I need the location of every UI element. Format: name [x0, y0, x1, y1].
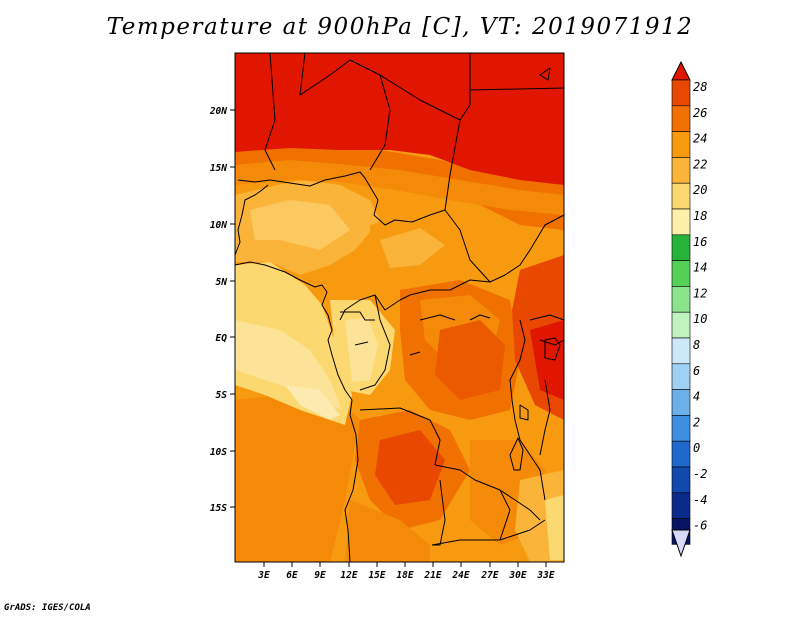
- colorbar-segment: [671, 389, 691, 416]
- lon-tick-label: 18E: [396, 570, 413, 581]
- colorbar-segment: [671, 286, 691, 313]
- lon-tick-label: 24E: [451, 570, 469, 581]
- lon-tick-label: 15E: [368, 570, 385, 581]
- colorbar-segment: [671, 363, 691, 390]
- colorbar-level-label: 24: [693, 132, 707, 146]
- colorbar-underflow-arrow: [671, 529, 691, 558]
- colorbar-level-label: 12: [693, 286, 707, 300]
- colorbar-level-label: 22: [693, 157, 707, 171]
- colorbar-level-label: 8: [693, 338, 700, 352]
- lon-tick-label: 12E: [340, 570, 357, 581]
- lat-tick-label: 15N: [210, 163, 227, 174]
- colorbar-level-label: 10: [693, 312, 707, 326]
- colorbar-segment: [671, 415, 691, 442]
- lat-tick-label: 5N: [216, 277, 228, 288]
- colorbar-segment: [671, 79, 691, 107]
- lon-tick-label: 9E: [314, 570, 326, 581]
- colorbar-segment: [671, 337, 691, 365]
- colorbar-level-label: 14: [693, 261, 707, 275]
- colorbar-segment: [671, 311, 691, 339]
- longitude-axis: 3E 6E 9E 12E 15E 18E 21E 24E 27E 30E 33E: [257, 562, 555, 581]
- colorbar-level-label: 0: [693, 441, 700, 455]
- colorbar-segment: [671, 131, 691, 158]
- colorbar-level-label: 28: [693, 80, 707, 94]
- colorbar-level-label: 18: [693, 209, 707, 223]
- colorbar-segment: [671, 234, 691, 261]
- colorbar-segment: [671, 208, 691, 236]
- lon-tick-label: 30E: [508, 570, 526, 581]
- lat-tick-label: 5S: [216, 390, 228, 401]
- map-panel: [234, 52, 565, 563]
- lat-tick-label: 10S: [210, 447, 227, 458]
- lat-tick-label: 10N: [210, 220, 227, 231]
- colorbar-level-label: -6: [693, 519, 707, 533]
- lon-tick-label: 33E: [536, 570, 554, 581]
- colorbar-level-label: 4: [693, 390, 700, 404]
- lon-tick-label: 27E: [480, 570, 498, 581]
- colorbar-level-label: 6: [693, 364, 700, 378]
- latitude-axis: 20N 15N 10N 5N EQ 5S 10S 15S: [209, 106, 235, 514]
- lon-tick-label: 6E: [286, 570, 298, 581]
- colorbar-segment: [671, 440, 691, 468]
- lon-tick-label: 3E: [257, 570, 270, 581]
- colorbar-segment: [671, 105, 691, 132]
- colorbar-segment: [671, 466, 691, 494]
- colorbar-segment: [671, 492, 691, 519]
- colorbar-level-label: 20: [693, 183, 707, 197]
- colorbar-level-label: 26: [693, 106, 707, 120]
- colorbar-level-label: -4: [693, 493, 707, 507]
- colorbar-segments: [671, 79, 691, 545]
- lon-tick-label: 21E: [423, 570, 441, 581]
- map-title: Temperature at 900hPa [C], VT: 201907191…: [106, 14, 694, 40]
- grads-credit: GrADS: IGES/COLA: [4, 603, 91, 613]
- colorbar-overflow-arrow: [671, 60, 691, 81]
- colorbar-segment: [671, 182, 691, 210]
- colorbar-level-label: 2: [693, 415, 700, 429]
- colorbar-level-label: -2: [693, 467, 707, 481]
- colorbar-level-label: 16: [693, 235, 707, 249]
- lat-tick-label: 20N: [209, 106, 227, 117]
- colorbar-segment: [671, 157, 691, 184]
- lat-tick-label: EQ: [216, 333, 228, 344]
- colorbar-segment: [671, 260, 691, 287]
- lat-tick-label: 15S: [210, 503, 227, 514]
